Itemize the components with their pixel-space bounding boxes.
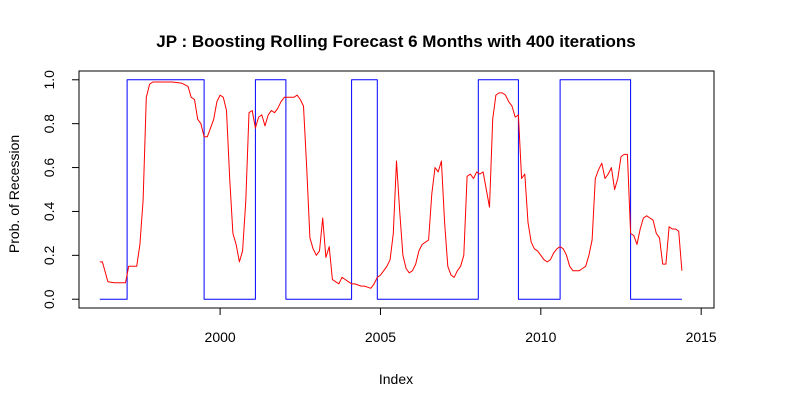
x-tick-label: 2015 bbox=[686, 329, 717, 345]
x-axis-label: Index bbox=[379, 371, 413, 387]
plot-area: 2000 2005 2010 2015 0.0 0.2 0.4 0.6 0.8 1.0 bbox=[41, 70, 717, 345]
y-tick-label: 0.6 bbox=[41, 158, 57, 178]
series-line-red bbox=[99, 81, 683, 289]
y-axis-label: Prob. of Recession bbox=[6, 135, 22, 253]
y-tick-label: 1.0 bbox=[41, 70, 57, 90]
y-tick-label: 0.2 bbox=[41, 245, 57, 265]
y-tick-label: 0.4 bbox=[41, 202, 57, 222]
series-line-blue bbox=[99, 79, 682, 300]
chart-title: JP : Boosting Rolling Forecast 6 Months … bbox=[156, 32, 636, 51]
plot-frame bbox=[78, 70, 715, 309]
x-tick-label: 2010 bbox=[525, 329, 556, 345]
y-tick-label: 0.8 bbox=[41, 114, 57, 134]
x-tick-label: 2005 bbox=[365, 329, 396, 345]
y-tick-label: 0.0 bbox=[41, 289, 57, 309]
x-tick-label: 2000 bbox=[205, 329, 236, 345]
